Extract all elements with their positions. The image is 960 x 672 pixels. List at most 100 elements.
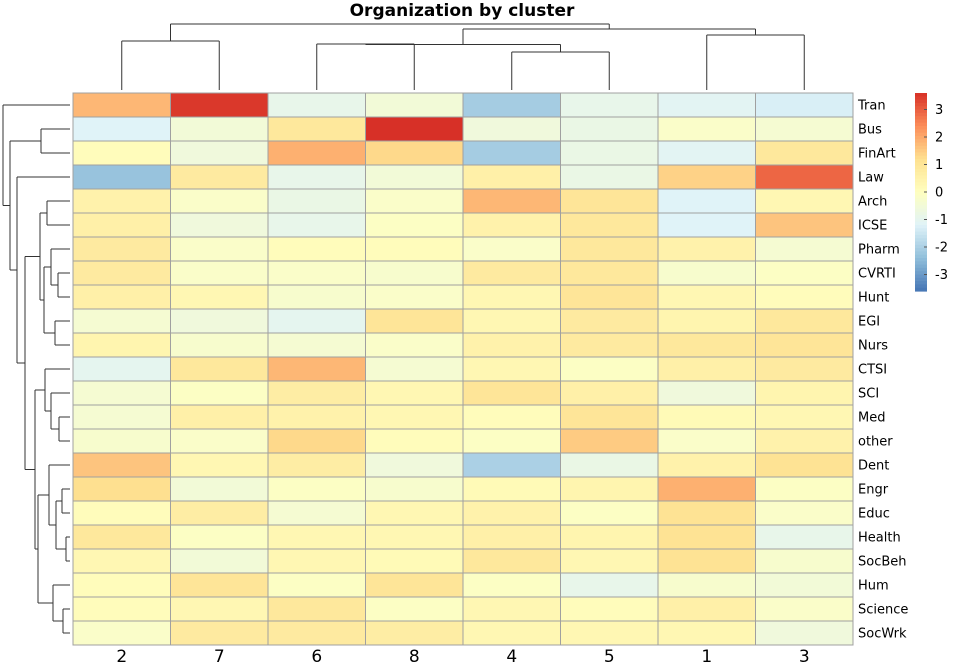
colorbar-segment [915, 234, 927, 239]
colorbar-segment [915, 119, 927, 124]
heatmap-cell [755, 164, 854, 190]
heatmap-cell [462, 236, 561, 262]
heatmap-cell [170, 332, 269, 358]
colorbar-segment [915, 221, 927, 226]
heatmap-cell [462, 140, 561, 166]
row-label: CVRTI [858, 267, 896, 282]
row-label: Tran [857, 99, 886, 114]
heatmap-cell [267, 476, 366, 502]
heatmap-cell [462, 500, 561, 526]
row-label: Educ [858, 507, 890, 522]
heatmap-cell [462, 572, 561, 598]
colorbar-segment [915, 254, 927, 259]
heatmap-cell [755, 356, 854, 382]
heatmap-cell [462, 332, 561, 358]
heatmap-cell [170, 284, 269, 310]
heatmap-cell [170, 212, 269, 238]
colorbar-tick-label: 3 [935, 103, 943, 118]
heatmap-cell [365, 356, 464, 382]
heatmap-cell [72, 260, 171, 286]
heatmap-cell [462, 164, 561, 190]
heatmap-cell [365, 260, 464, 286]
heatmap-cell [560, 164, 659, 190]
heatmap-cell [267, 356, 366, 382]
heatmap-cell [170, 524, 269, 550]
colorbar-segment [915, 129, 927, 134]
heatmap-cell [560, 284, 659, 310]
colorbar-segment [915, 99, 927, 104]
heatmap-cell [365, 620, 464, 646]
heatmap-cell [72, 380, 171, 406]
colorbar-segment [915, 241, 927, 246]
heatmap-cell [267, 500, 366, 526]
row-label: Dent [858, 459, 889, 474]
heatmap-cell [267, 404, 366, 430]
column-label: 7 [214, 647, 225, 667]
heatmap-cell [462, 404, 561, 430]
heatmap-cell [657, 236, 756, 262]
column-label: 3 [799, 647, 810, 667]
heatmap-cell [170, 500, 269, 526]
heatmap-cell [365, 524, 464, 550]
colorbar-segment [915, 106, 927, 111]
heatmap-cell [170, 356, 269, 382]
heatmap-cell [657, 260, 756, 286]
column-dendrogram [121, 23, 805, 90]
row-label: Med [858, 411, 885, 426]
heatmap-cell [170, 428, 269, 454]
heatmap-cell [462, 380, 561, 406]
colorbar-tick-label: -2 [935, 241, 948, 256]
colorbar-segment [915, 231, 927, 236]
heatmap-cell [267, 92, 366, 118]
colorbar-segment [915, 178, 927, 183]
colorbar-segment [915, 135, 927, 140]
heatmap-cell [560, 524, 659, 550]
colorbar-segment [915, 215, 927, 219]
colorbar-segment [915, 185, 927, 190]
column-label: 5 [604, 647, 615, 667]
heatmap-cell [267, 524, 366, 550]
heatmap-cell [560, 356, 659, 382]
heatmap-cell [365, 236, 464, 262]
color-legend: 3 2 1 0 -1 -2 -3 [915, 93, 948, 292]
row-label: Nurs [858, 339, 888, 354]
heatmap-cell [657, 188, 756, 214]
heatmap-cell [72, 356, 171, 382]
row-label: SocWrk [858, 627, 907, 642]
row-label: FinArt [858, 147, 896, 162]
heatmap-cell [170, 140, 269, 166]
heatmap-cell [755, 188, 854, 214]
heatmap-cell [755, 260, 854, 286]
heatmap-cell [560, 548, 659, 574]
heatmap-cells [72, 92, 854, 646]
heatmap-cell [267, 236, 366, 262]
heatmap-cell [365, 428, 464, 454]
colorbar-segment [915, 195, 927, 200]
heatmap-cell [365, 548, 464, 574]
heatmap-cell [170, 308, 269, 334]
heatmap-cell [72, 188, 171, 214]
heatmap-cell [267, 164, 366, 190]
colorbar-segment [915, 112, 927, 117]
heatmap-cell [72, 284, 171, 310]
heatmap-cell [755, 92, 854, 118]
heatmap-cell [267, 620, 366, 646]
colorbar-segment [915, 142, 927, 147]
colorbar-segment [915, 149, 927, 153]
heatmap-cell [267, 548, 366, 574]
heatmap-cell [755, 524, 854, 550]
colorbar-segment [915, 102, 927, 107]
heatmap-cell [365, 308, 464, 334]
colorbar-segment [915, 162, 927, 167]
row-labels: Tran Bus FinArt Law Arch ICSE Pharm CVRTI Hunt EG… [857, 99, 908, 642]
column-label: 1 [701, 647, 712, 667]
heatmap-cell [560, 332, 659, 358]
colorbar-segment [915, 139, 927, 144]
heatmap-cell [462, 548, 561, 574]
row-label: Bus [858, 123, 882, 138]
heatmap-cell [365, 380, 464, 406]
heatmap-cell [462, 620, 561, 646]
heatmap-cell [72, 476, 171, 502]
heatmap-cell [657, 356, 756, 382]
heatmap-cell [365, 164, 464, 190]
